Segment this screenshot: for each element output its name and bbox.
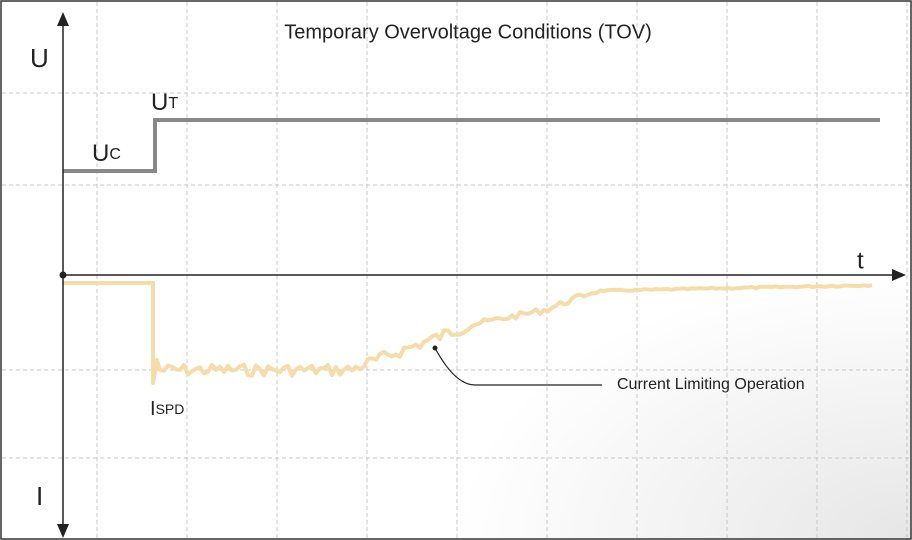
ispd-main: I	[150, 398, 156, 420]
current-axis-label: I	[36, 481, 43, 511]
time-axis-label: t	[857, 247, 864, 274]
uc-sub: C	[109, 146, 121, 163]
uc-label: UC	[92, 140, 121, 167]
voltage-curve	[63, 118, 880, 173]
ispd-sub: SPD	[156, 401, 185, 417]
current-curve	[63, 281, 873, 385]
leader-line	[434, 347, 602, 386]
ut-main: U	[151, 89, 168, 116]
title: Temporary Overvoltage Conditions (TOV)	[284, 21, 652, 43]
t-axis-arrow	[892, 269, 906, 281]
voltage-axis-label: U	[30, 43, 49, 73]
ut-sub: T	[168, 95, 178, 112]
leader-dot	[432, 345, 438, 351]
ispd-label: ISPD	[150, 398, 184, 420]
annotation: Current Limiting Operation	[617, 376, 805, 393]
origin	[59, 271, 67, 279]
uc-main: U	[92, 140, 109, 167]
ut-label: UT	[151, 89, 178, 116]
